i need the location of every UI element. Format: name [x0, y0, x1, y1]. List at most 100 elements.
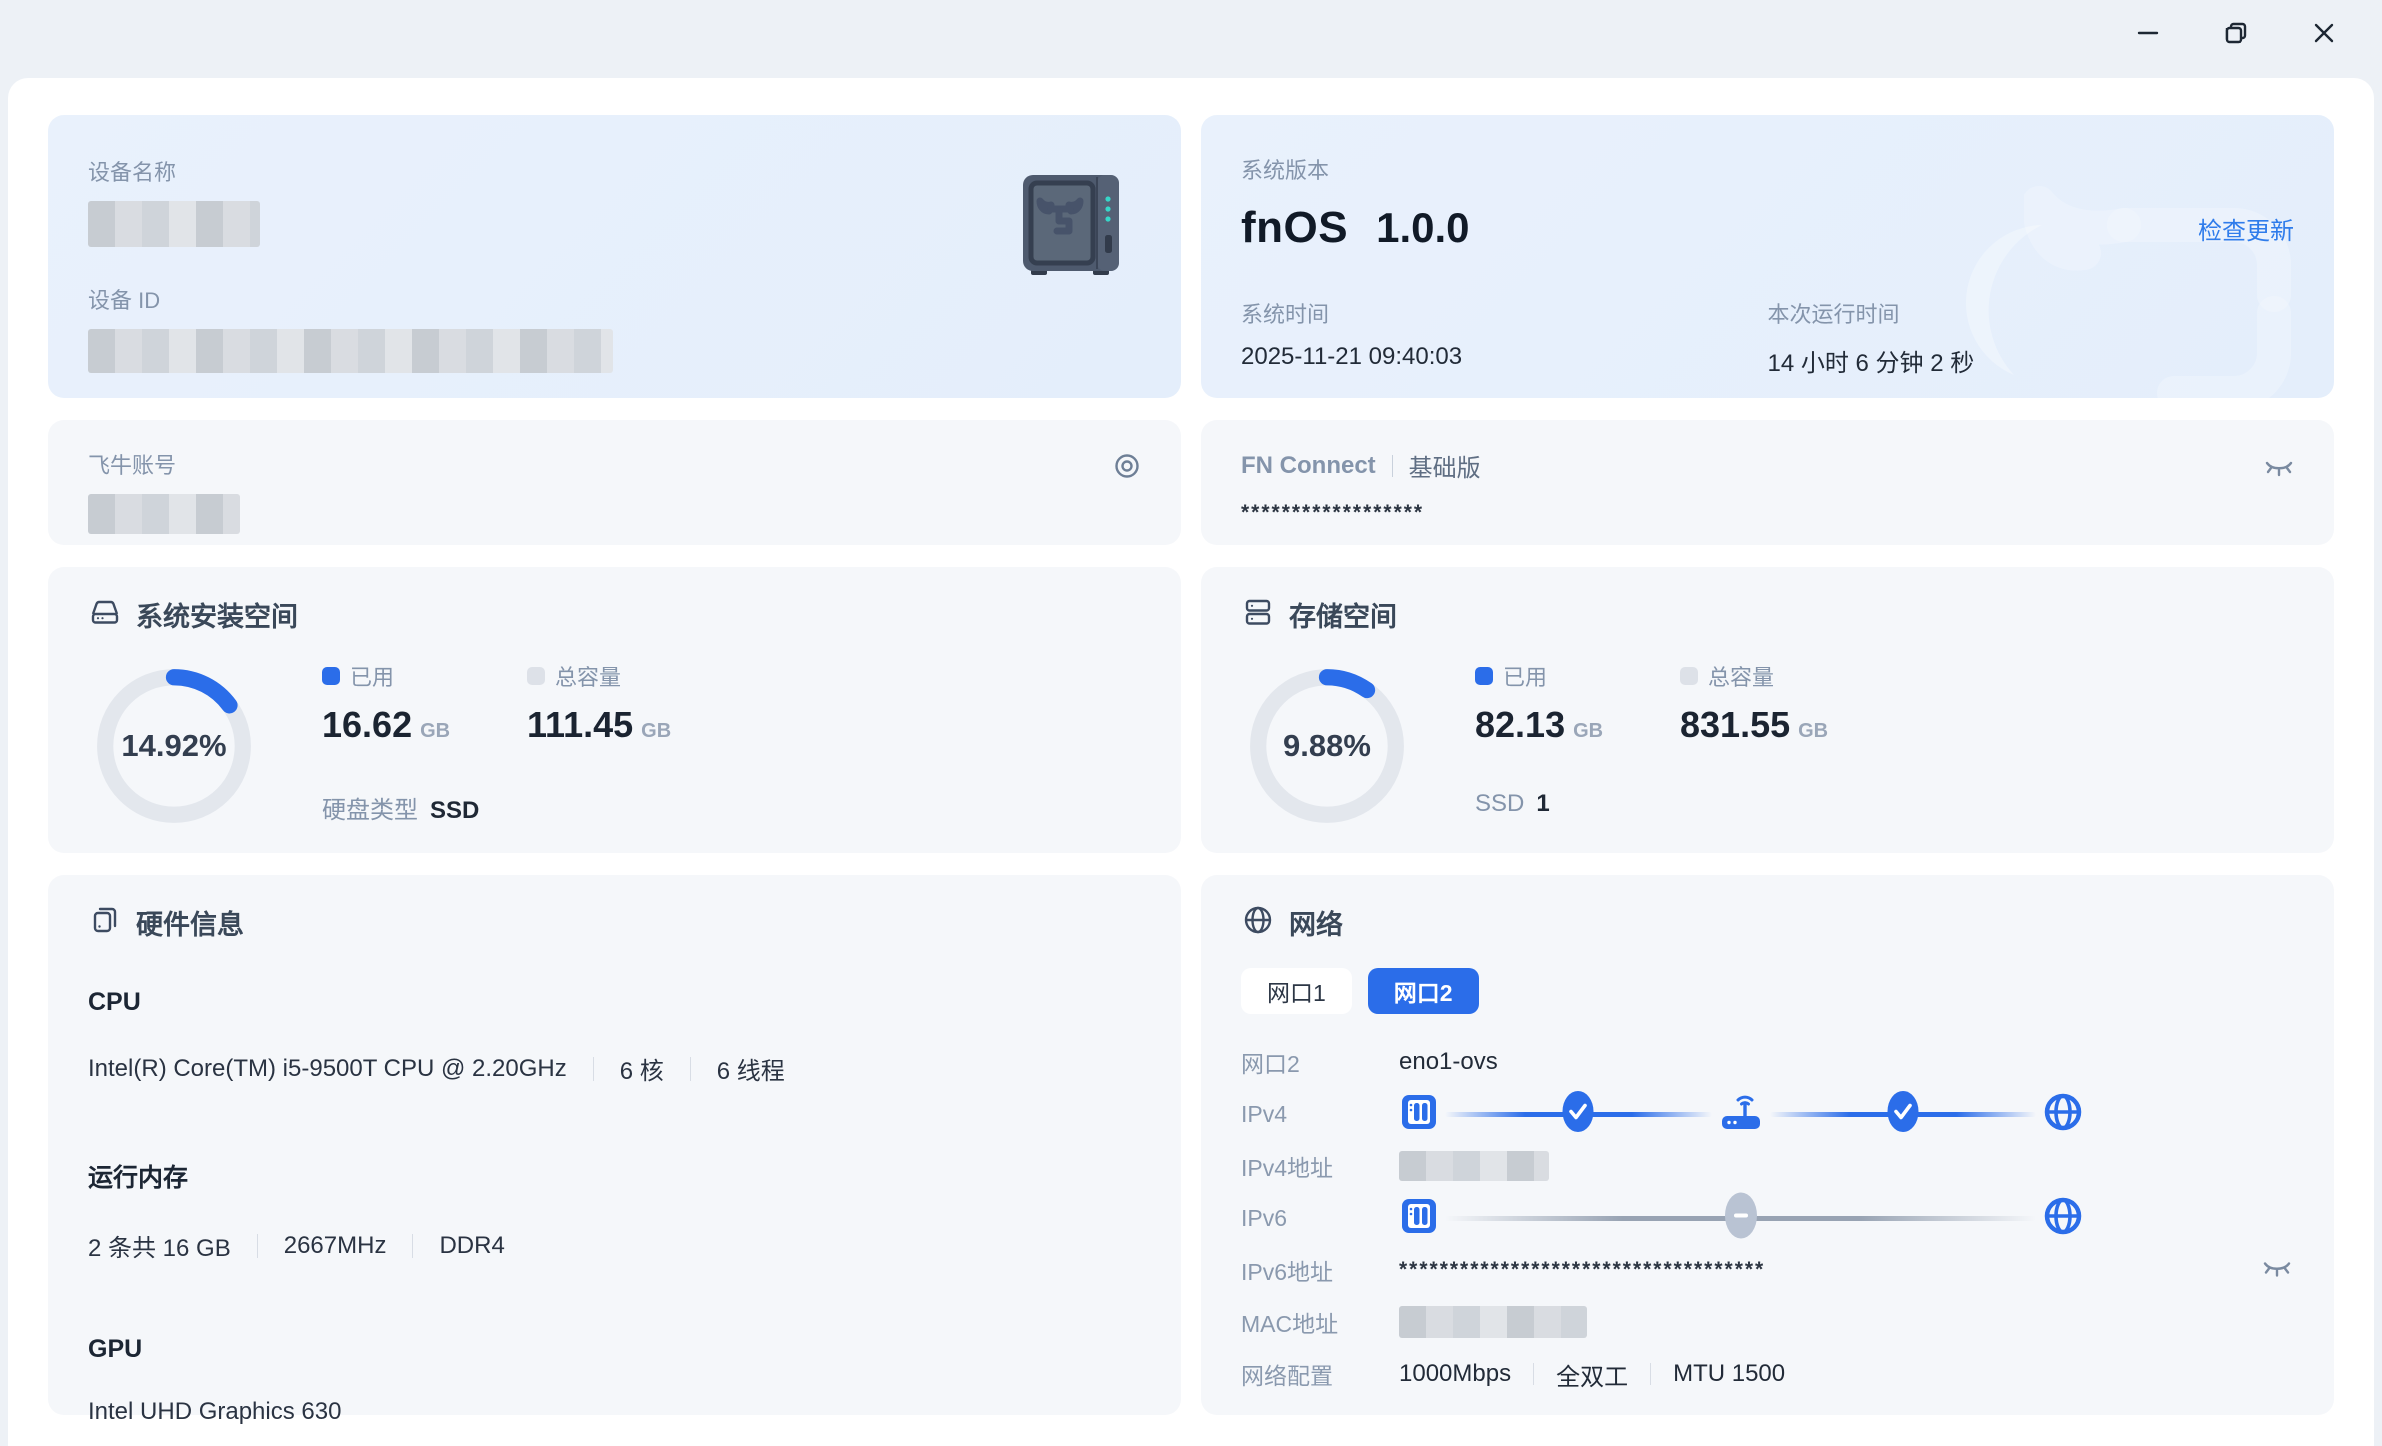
ipv6-connectivity-diagram: [1399, 1192, 2084, 1243]
total-unit: GB: [641, 720, 672, 742]
minimize-icon: [2135, 20, 2161, 46]
storage-stack-icon: [1241, 595, 1275, 634]
ipv4-status-row: IPv4: [1241, 1088, 2294, 1140]
divider: [412, 1233, 414, 1258]
globe-icon: [1241, 903, 1275, 942]
cpu-cores: 6 核: [619, 1058, 664, 1085]
cpu-section: CPU Intel(R) Core(TM) i5-9500T CPU @ 2.2…: [88, 988, 1141, 1086]
close-button[interactable]: [2280, 5, 2368, 61]
ipv6-label: IPv6: [1241, 1204, 1288, 1231]
network-port-tabs: 网口1 网口2: [1241, 968, 2294, 1014]
ipv4-address-label: IPv4地址: [1241, 1155, 1334, 1181]
fn-account-label: 飞牛账号: [88, 453, 177, 478]
system-time-value: 2025-11-21 09:40:03: [1241, 343, 1463, 370]
mac-address-row: MAC地址: [1241, 1296, 2294, 1348]
link-line: [1445, 1091, 1712, 1132]
network-card: 网络 网口1 网口2 网口2 eno1-ovs IPv4: [1201, 875, 2334, 1415]
minus-icon: [1722, 1190, 1760, 1247]
config-speed: 1000Mbps: [1399, 1360, 1512, 1387]
os-name: fnOS: [1241, 203, 1349, 252]
cpu-threads: 6 线程: [716, 1058, 785, 1085]
storage-space-donut: 9.88%: [1241, 660, 1413, 832]
system-time-label: 系统时间: [1241, 302, 1330, 327]
tab-port-1[interactable]: 网口1: [1241, 968, 1352, 1014]
system-time-block: 系统时间 2025-11-21 09:40:03: [1241, 297, 1768, 378]
mac-address-redacted: [1399, 1306, 1587, 1338]
ipv6-address-label: IPv6地址: [1241, 1259, 1334, 1285]
fn-account-card: 飞牛账号: [48, 420, 1181, 545]
divider: [689, 1056, 691, 1081]
fn-connect-masked-value: ******************: [1241, 501, 1425, 524]
system-space-card: 系统安装空间 14.92% 已用 16.62 GB 总容量 11: [48, 567, 1181, 853]
config-duplex: 全双工: [1556, 1363, 1629, 1391]
minimize-button[interactable]: [2104, 5, 2192, 61]
divider: [256, 1233, 258, 1258]
storage-pool-row: SSD 1: [1475, 790, 2294, 818]
uptime-value: 14 小时 6 分钟 2 秒: [1767, 350, 1975, 377]
network-config-row: 网络配置 1000Mbps 全双工 MTU 1500: [1241, 1348, 2294, 1400]
system-space-donut: 14.92%: [88, 660, 260, 832]
link-line: [1769, 1091, 2036, 1132]
total-legend-swatch: [527, 667, 545, 685]
ipv6-address-row: IPv6地址 *********************************…: [1241, 1244, 2294, 1296]
disk-type-label: 硬盘类型: [322, 797, 418, 824]
gpu-section: GPU Intel UHD Graphics 630: [88, 1335, 1141, 1426]
hardware-icon: [88, 903, 122, 942]
os-version: 1.0.0: [1376, 204, 1470, 251]
nas-icon: [1399, 1194, 1439, 1243]
network-config-label: 网络配置: [1241, 1363, 1333, 1389]
router-icon: [1718, 1089, 1764, 1140]
ipv4-address-redacted: [1399, 1151, 1549, 1181]
ipv4-address-row: IPv4地址: [1241, 1140, 2294, 1192]
ram-size: 2 条共 16 GB: [88, 1235, 231, 1262]
internet-globe-icon: [2042, 1090, 2084, 1139]
used-label: 已用: [1503, 665, 1548, 690]
system-space-percent: 14.92%: [121, 728, 227, 763]
ram-type: DDR4: [439, 1231, 505, 1259]
os-version-title: fnOS 1.0.0: [1241, 203, 1470, 253]
fn-connect-brand: FN Connect: [1241, 451, 1376, 479]
divider: [592, 1056, 594, 1081]
device-id-label: 设备 ID: [88, 288, 161, 313]
pool-value: 1: [1536, 790, 1550, 817]
total-legend-swatch: [1680, 667, 1698, 685]
used-unit: GB: [420, 720, 451, 742]
disk-type-row: 硬盘类型 SSD: [322, 790, 1141, 825]
ipv6-status-row: IPv6: [1241, 1192, 2294, 1244]
tab-port-2[interactable]: 网口2: [1367, 968, 1479, 1014]
eye-closed-icon[interactable]: [2260, 1251, 2294, 1290]
eye-closed-icon[interactable]: [2262, 450, 2296, 489]
internet-globe-icon: [2042, 1194, 2084, 1243]
ipv6-address-masked: ************************************: [1399, 1258, 1766, 1281]
total-label: 总容量: [1708, 665, 1775, 690]
window-titlebar: [0, 0, 2382, 66]
eye-open-icon[interactable]: [1111, 450, 1143, 487]
device-info-card: 设备名称 设备 ID: [48, 115, 1181, 398]
restore-button[interactable]: [2192, 5, 2280, 61]
cpu-title: CPU: [88, 988, 141, 1016]
device-name-label: 设备名称: [88, 160, 177, 185]
total-value: 831.55: [1680, 704, 1791, 745]
gpu-model: Intel UHD Graphics 630: [88, 1398, 342, 1425]
ipv4-connectivity-diagram: [1399, 1089, 2084, 1140]
divider: [1533, 1363, 1535, 1385]
divider: [1650, 1363, 1652, 1385]
network-title: 网络: [1289, 910, 1343, 940]
port-name-value: eno1-ovs: [1399, 1048, 1498, 1075]
total-label: 总容量: [555, 665, 622, 690]
storage-space-card: 存储空间 9.88% 已用 82.13 GB 总容量 831.5: [1201, 567, 2334, 853]
cpu-model: Intel(R) Core(TM) i5-9500T CPU @ 2.20GHz: [88, 1054, 567, 1082]
main-panel: 设备名称 设备 ID: [8, 78, 2374, 1446]
used-legend-swatch: [322, 667, 340, 685]
check-update-link[interactable]: 检查更新: [2198, 217, 2294, 245]
storage-space-percent: 9.88%: [1283, 728, 1371, 763]
device-name-redacted: [88, 201, 260, 247]
divider: [1391, 454, 1393, 477]
system-version-card: 系统版本 fnOS 1.0.0 检查更新 系统时间 2025-11-21 09:4…: [1201, 115, 2334, 398]
port-name-row: 网口2 eno1-ovs: [1241, 1036, 2294, 1088]
gpu-title: GPU: [88, 1335, 143, 1363]
total-legend: 总容量 831.55 GB: [1680, 660, 1885, 746]
uptime-label: 本次运行时间: [1767, 302, 1900, 327]
nas-icon: [1399, 1090, 1439, 1139]
total-legend: 总容量 111.45 GB: [527, 660, 732, 746]
